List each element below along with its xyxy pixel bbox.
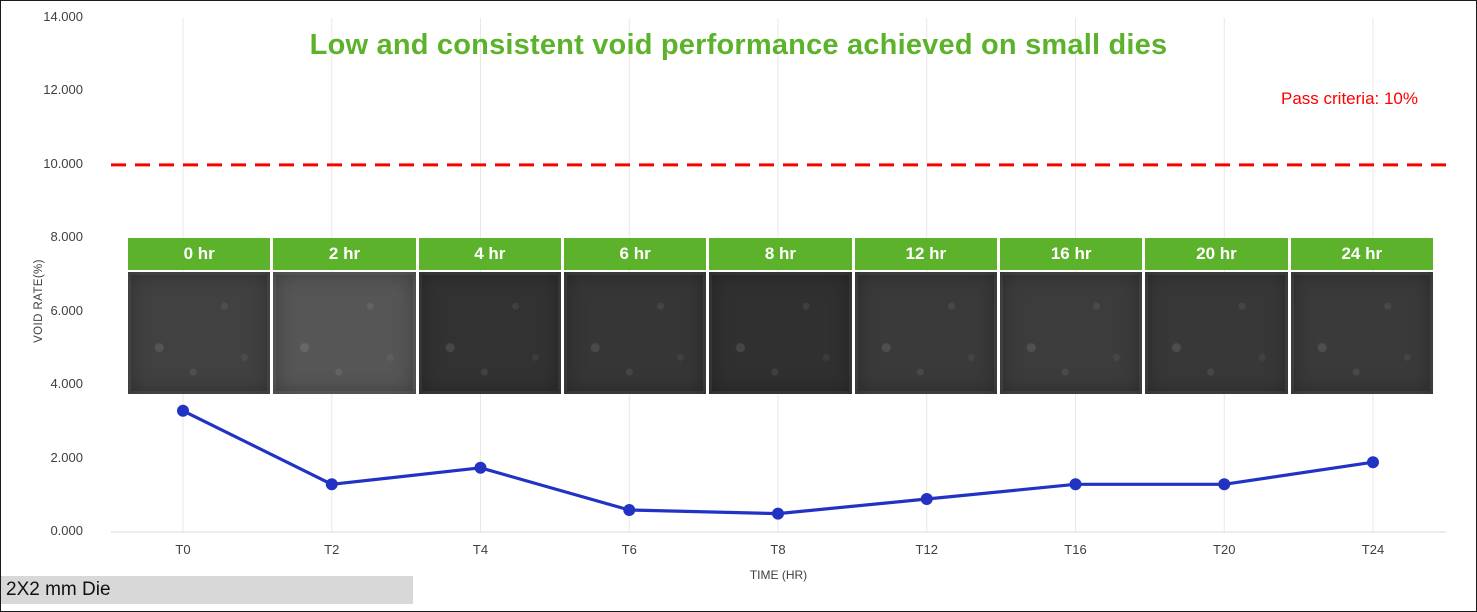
data-point xyxy=(920,493,933,505)
y-tick-label: 10.000 xyxy=(43,155,83,171)
data-point xyxy=(1367,456,1379,469)
x-tick-label: T0 xyxy=(175,542,191,557)
die-image-cell: 8 hr xyxy=(709,238,852,394)
data-point xyxy=(177,404,189,417)
y-tick-label: 14.000 xyxy=(43,9,83,24)
x-axis-labels: T0 T2 T4 T6 T8 T12 T16 T20 T24 xyxy=(1,542,1476,562)
die-image-time-header: 24 hr xyxy=(1290,238,1433,270)
data-point xyxy=(474,461,487,474)
y-tick-label: 0.000 xyxy=(50,523,83,538)
die-image-time-header: 4 hr xyxy=(418,238,561,270)
die-xray-photo xyxy=(418,272,561,394)
die-image-time-header: 12 hr xyxy=(854,238,997,270)
y-axis-title: VOID RATE(%) xyxy=(33,259,45,343)
y-tick-label: 12.000 xyxy=(43,82,83,98)
data-point xyxy=(325,478,338,491)
y-axis-labels: 0.000 2.000 4.000 6.000 8.000 10.000 12.000 14.… xyxy=(1,1,97,611)
y-tick-label: 6.000 xyxy=(50,302,83,318)
data-point xyxy=(623,504,636,516)
x-tick-label: T12 xyxy=(915,542,938,557)
chart-title: Low and consistent void performance achi… xyxy=(309,29,1168,61)
data-point xyxy=(1069,478,1082,491)
die-xray-photo xyxy=(854,272,997,394)
x-tick-label: T8 xyxy=(770,542,786,557)
die-image-cell: 4 hr xyxy=(418,238,561,394)
die-image-time-header: 2 hr xyxy=(273,238,416,270)
x-tick-label: T6 xyxy=(621,542,637,557)
x-tick-label: T16 xyxy=(1064,542,1087,557)
die-xray-photo xyxy=(128,272,271,394)
die-image-cell: 6 hr xyxy=(563,238,707,394)
x-axis-title: TIME (HR) xyxy=(749,568,808,582)
die-image-cell: 20 hr xyxy=(1145,238,1288,394)
die-xray-photo xyxy=(273,272,416,394)
x-tick-label: T4 xyxy=(472,542,489,557)
die-image-cell: 12 hr xyxy=(854,238,997,394)
die-xray-photo xyxy=(1290,272,1433,394)
die-image-cell: 2 hr xyxy=(273,238,416,394)
y-tick-label: 8.000 xyxy=(50,229,83,245)
die-image-time-header: 16 hr xyxy=(999,238,1143,270)
data-point xyxy=(1218,478,1231,491)
y-tick-label: 4.000 xyxy=(50,376,83,392)
die-image-time-header: 8 hr xyxy=(709,238,852,270)
die-xray-photo xyxy=(563,272,707,394)
die-xray-photo xyxy=(709,272,852,394)
x-tick-label: T24 xyxy=(1361,542,1385,557)
die-image-time-header: 6 hr xyxy=(563,238,707,270)
die-xray-photo xyxy=(1145,272,1288,394)
die-image-time-header: 0 hr xyxy=(128,238,271,270)
die-image-cell: 0 hr xyxy=(128,238,271,394)
x-tick-label: T2 xyxy=(324,542,340,557)
die-image-cell: 16 hr xyxy=(999,238,1143,394)
pass-criteria-label: Pass criteria: 10% xyxy=(1281,89,1418,108)
die-size-label: 2X2 mm Die xyxy=(1,576,413,604)
data-point xyxy=(772,507,784,520)
x-tick-label: T20 xyxy=(1213,542,1236,557)
image-strip: 0 hr 2 hr 4 hr 6 hr 8 hr 12 hr 16 hr 20 hr 24 hr xyxy=(128,238,1433,394)
y-tick-label: 2.000 xyxy=(50,449,83,465)
die-xray-photo xyxy=(999,272,1143,394)
die-image-time-header: 20 hr xyxy=(1145,238,1288,270)
die-image-cell: 24 hr xyxy=(1290,238,1433,394)
